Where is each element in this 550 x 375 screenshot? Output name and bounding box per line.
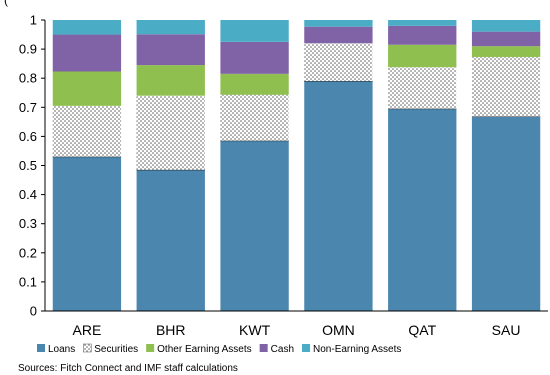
plot-area — [52, 20, 541, 311]
bar-segment-are-other-earning-assets — [52, 71, 122, 106]
legend-label: Non-Earning Assets — [313, 344, 401, 355]
bar-segment-sau-loans — [471, 116, 541, 311]
y-tick-label: 0.9 — [19, 42, 37, 57]
bar-group-sau — [471, 20, 541, 311]
chart-title-partial: ( — [4, 0, 8, 7]
x-tick-label: KWT — [239, 322, 271, 338]
bar-segment-kwt-loans — [220, 140, 289, 311]
y-tick-label: 0.5 — [19, 158, 37, 173]
bar-group-kwt — [220, 20, 289, 311]
bar-segment-are-non-earning-assets — [52, 20, 122, 35]
legend-label: Other Earning Assets — [157, 344, 252, 355]
legend-swatch — [37, 344, 45, 352]
source-note: Sources: Fitch Connect and IMF staff cal… — [18, 363, 238, 374]
y-tick-label: 0.8 — [19, 71, 37, 86]
bar-segment-qat-other-earning-assets — [388, 44, 457, 68]
bar-group-omn — [304, 20, 373, 311]
bar-segment-omn-non-earning-assets — [304, 20, 373, 27]
bar-segment-qat-non-earning-assets — [388, 20, 457, 26]
legend-item-other-earning-assets: Other Earning Assets — [146, 344, 252, 355]
y-tick-label: 1 — [30, 13, 37, 28]
bar-segment-qat-loans — [388, 108, 457, 311]
bar-segment-omn-securities — [304, 43, 373, 82]
bar-segment-bhr-cash — [136, 34, 205, 66]
bar-segment-bhr-non-earning-assets — [136, 20, 205, 35]
legend-item-cash: Cash — [259, 344, 294, 355]
bar-segment-kwt-non-earning-assets — [220, 20, 289, 42]
x-tick-label: ARE — [73, 322, 102, 338]
bar-segment-are-loans — [52, 156, 122, 311]
bar-segment-sau-non-earning-assets — [471, 20, 541, 32]
bar-group-qat — [388, 20, 457, 311]
bar-segment-qat-securities — [388, 67, 457, 109]
legend: Loans Securities Other Earning Assets Cash N… — [37, 343, 401, 355]
y-tick-label: 0.3 — [19, 216, 37, 231]
bar-segment-qat-cash — [388, 25, 457, 45]
legend-item-securities: Securities — [83, 343, 138, 355]
bar-segment-sau-cash — [471, 31, 541, 47]
legend-item-non-earning-assets: Non-Earning Assets — [302, 344, 401, 355]
x-tick-label: BHR — [156, 322, 186, 338]
legend-swatch — [259, 344, 268, 352]
bar-segment-bhr-loans — [136, 169, 205, 311]
x-tick-label: SAU — [492, 322, 521, 338]
bar-segment-omn-loans — [304, 81, 373, 311]
y-tick-label: 0.6 — [19, 129, 37, 144]
legend-item-loans: Loans — [37, 344, 75, 355]
legend-swatch — [146, 344, 155, 352]
x-tick-label: OMN — [322, 322, 355, 338]
y-tick-label: 0.7 — [19, 100, 37, 115]
bar-segment-omn-cash — [304, 26, 373, 44]
y-tick-label: 0 — [30, 304, 37, 319]
bar-group-are — [52, 20, 122, 311]
bar-segment-kwt-other-earning-assets — [220, 73, 289, 95]
bar-group-bhr — [136, 20, 205, 311]
bar-segment-are-securities — [52, 105, 122, 157]
bar-segment-bhr-other-earning-assets — [136, 65, 205, 96]
bar-segment-bhr-securities — [136, 95, 205, 170]
bar-segment-sau-securities — [471, 56, 541, 117]
legend-swatch — [302, 344, 311, 352]
y-tick-label: 0.4 — [19, 187, 37, 202]
y-tick-label: 0.2 — [19, 245, 37, 260]
legend-label: Securities — [94, 344, 138, 355]
y-tick-label: 0.1 — [19, 274, 37, 289]
legend-swatch — [83, 343, 92, 353]
y-axis: 0 0.1 0.2 0.3 0.4 0.5 0.6 0.7 0.8 0.9 1 — [19, 13, 46, 319]
bar-segment-kwt-securities — [220, 94, 289, 141]
x-axis: ARE BHR KWT OMN QAT SAU — [45, 310, 548, 338]
bar-segment-sau-other-earning-assets — [471, 46, 541, 57]
legend-label: Loans — [48, 344, 75, 355]
x-tick-label: QAT — [408, 322, 436, 338]
legend-label: Cash — [271, 344, 294, 355]
bar-segment-are-cash — [52, 34, 122, 72]
bar-segment-kwt-cash — [220, 41, 289, 74]
